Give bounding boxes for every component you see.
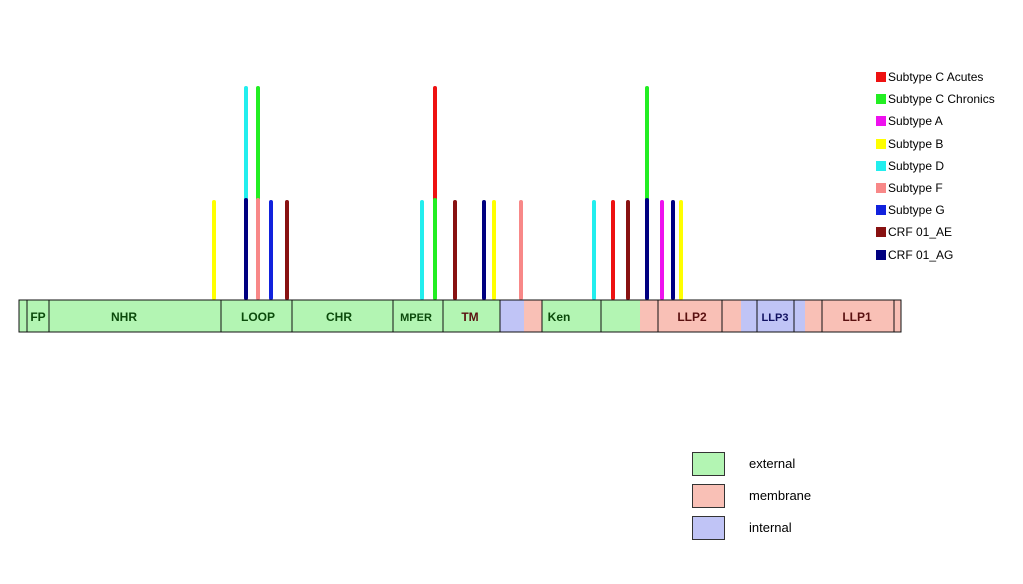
legend-label: Subtype A bbox=[888, 114, 943, 129]
domain-bar: FP NHR LOOP CHR MPER TM Ken LLP2 LLP3 LLP1 bbox=[18, 299, 902, 333]
domain-label-loop: LOOP bbox=[241, 310, 275, 324]
domain-label-llp3: LLP3 bbox=[762, 312, 789, 324]
legend-swatch bbox=[876, 205, 886, 216]
region-segment-membrane bbox=[524, 300, 542, 332]
domain-label-chr: CHR bbox=[326, 310, 352, 324]
legend-item-subtype-c-chronics: Subtype C Chronics bbox=[876, 88, 1021, 110]
key-swatch-external bbox=[692, 452, 725, 476]
legend-swatch bbox=[876, 94, 886, 105]
domain-label-fp: FP bbox=[30, 310, 45, 324]
subtype-legend: Subtype C Acutes Subtype C Chronics Subt… bbox=[876, 66, 1021, 266]
region-segment-membrane bbox=[805, 300, 901, 332]
legend-label: Subtype D bbox=[888, 158, 945, 173]
region-segment-internal bbox=[794, 300, 805, 332]
legend-swatch bbox=[876, 227, 886, 238]
legend-swatch bbox=[876, 160, 886, 171]
legend-item-subtype-a: Subtype A bbox=[876, 110, 1021, 132]
domain-label-ken: Ken bbox=[548, 310, 571, 324]
region-segment-external bbox=[19, 300, 500, 332]
region-segment-internal bbox=[741, 300, 757, 332]
domain-label-tm: TM bbox=[461, 310, 478, 324]
domain-label-nhr: NHR bbox=[111, 310, 137, 324]
region-segment-internal bbox=[500, 300, 524, 332]
key-item-external: external bbox=[692, 452, 892, 478]
legend-label: CRF 01_AG bbox=[888, 247, 954, 262]
legend-item-subtype-b: Subtype B bbox=[876, 133, 1021, 155]
legend-label: Subtype F bbox=[888, 181, 943, 196]
key-swatch-membrane bbox=[692, 484, 725, 508]
marker-layer bbox=[212, 86, 683, 300]
legend-item-crf-01-ag: CRF 01_AG bbox=[876, 244, 1021, 266]
legend-label: Subtype C Chronics bbox=[888, 92, 995, 107]
legend-label: Subtype C Acutes bbox=[888, 70, 984, 85]
legend-swatch bbox=[876, 183, 886, 194]
legend-swatch bbox=[876, 249, 886, 260]
legend-label: Subtype G bbox=[888, 203, 945, 218]
domain-label-mper: MPER bbox=[400, 312, 432, 324]
domain-label-llp2: LLP2 bbox=[677, 310, 707, 324]
legend-item-subtype-f: Subtype F bbox=[876, 177, 1021, 199]
legend-swatch bbox=[876, 138, 886, 149]
legend-item-subtype-d: Subtype D bbox=[876, 155, 1021, 177]
domain-label-llp1: LLP1 bbox=[842, 310, 872, 324]
key-swatch-internal bbox=[692, 516, 725, 540]
domain-bar-frame bbox=[18, 299, 902, 333]
region-segment-external bbox=[542, 300, 640, 332]
legend-swatch bbox=[876, 72, 886, 83]
legend-label: CRF 01_AE bbox=[888, 225, 953, 240]
key-item-internal: internal bbox=[692, 516, 892, 542]
region-segment-membrane bbox=[640, 300, 741, 332]
legend-item-subtype-c-acutes: Subtype C Acutes bbox=[876, 66, 1021, 88]
key-label: membrane bbox=[749, 488, 812, 503]
legend-label: Subtype B bbox=[888, 136, 944, 151]
legend-item-crf-01-ae: CRF 01_AE bbox=[876, 221, 1021, 243]
legend-swatch bbox=[876, 116, 886, 127]
key-label: external bbox=[749, 456, 796, 471]
region-segment-internal bbox=[757, 300, 794, 332]
key-label: internal bbox=[749, 520, 792, 535]
legend-item-subtype-g: Subtype G bbox=[876, 199, 1021, 221]
key-item-membrane: membrane bbox=[692, 484, 892, 510]
